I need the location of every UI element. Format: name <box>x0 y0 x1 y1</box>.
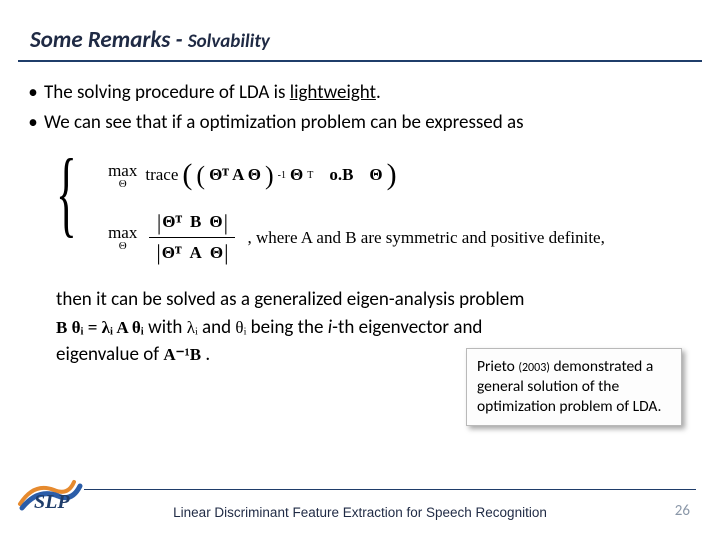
bullet-pre: The solving procedure of LDA is <box>44 81 290 104</box>
bullet-highlight: lightweight <box>290 81 376 104</box>
math-row-1: max Θ trace ( ( Θᵀ A Θ ) -1 Θ T o.B Θ ) <box>108 155 605 196</box>
title-rule <box>18 60 702 62</box>
content-area: • The solving procedure of LDA is lightw… <box>22 80 702 369</box>
num-r: Θ <box>209 211 222 234</box>
eigen-eq: B θᵢ = λᵢ A θᵢ <box>56 318 144 337</box>
row2-tail: , where A and B are symmetric and positi… <box>247 227 604 250</box>
bullet-post: . <box>376 81 381 104</box>
inv-exp: -1 <box>278 169 286 183</box>
numerator: Θᵀ B Θ <box>150 208 235 238</box>
num-m: B <box>190 211 201 234</box>
then-line-1: then it can be solved as a generalized e… <box>56 286 696 314</box>
denominator: Θᵀ A Θ <box>149 238 235 268</box>
sym-theta: θᵢ <box>235 318 246 337</box>
sym-lambda: λᵢ <box>187 318 198 337</box>
close-paren-inner: ) <box>265 158 274 193</box>
then-line-2: B θᵢ = λᵢ A θᵢ with λᵢ and θᵢ being the … <box>56 314 696 342</box>
title-main: Some Remarks - <box>30 26 188 54</box>
callout-cite: Prieto <box>477 357 518 376</box>
max-operator: max Θ <box>108 162 137 190</box>
den-l: Θᵀ <box>162 242 182 265</box>
slide-title: Some Remarks - Solvability <box>30 26 270 54</box>
bullet-dot: • <box>22 80 44 106</box>
txt-th: -th eigenvector and <box>332 316 482 339</box>
op-sub: Θ <box>119 179 127 190</box>
txt-eigval: eigenvalue of <box>56 343 163 366</box>
trace-label: trace <box>145 164 178 187</box>
op-sub: Θ <box>119 241 127 252</box>
transpose: T <box>307 169 313 183</box>
outer-theta: Θ <box>290 164 303 187</box>
bullet-pre: We can see that if a optimization proble… <box>44 111 524 134</box>
bullet-2: • We can see that if a optimization prob… <box>22 110 702 136</box>
bullet-1: • The solving procedure of LDA is lightw… <box>22 80 702 106</box>
bullet-text: The solving procedure of LDA is lightwei… <box>44 80 702 106</box>
outer-b: o.B <box>329 164 353 187</box>
den-r: Θ <box>210 242 223 265</box>
op-label: max <box>108 162 137 179</box>
open-paren: ( <box>182 155 192 196</box>
math-block: { max Θ trace ( ( Θᵀ A Θ ) -1 Θ T o.B Θ … <box>56 149 702 274</box>
footer-rule <box>84 489 696 491</box>
num-l: Θᵀ <box>162 211 182 234</box>
max-operator: max Θ <box>108 224 137 252</box>
brace-icon: { <box>56 145 77 270</box>
txt-dot: . <box>205 343 210 366</box>
inner-expr: Θᵀ A Θ <box>209 164 261 187</box>
fraction: Θᵀ B Θ Θᵀ A Θ <box>149 208 235 268</box>
math-row-2: max Θ Θᵀ B Θ Θᵀ A <box>108 208 605 268</box>
txt-being: being the <box>251 316 328 339</box>
footer-text: Linear Discriminant Feature Extraction f… <box>0 505 720 520</box>
bullet-dot: • <box>22 110 44 136</box>
txt-with: with <box>148 316 187 339</box>
math-rows: max Θ trace ( ( Θᵀ A Θ ) -1 Θ T o.B Θ ) <box>108 149 605 274</box>
outer-theta2: Θ <box>369 164 382 187</box>
txt-and: and <box>202 316 235 339</box>
open-paren-inner: ( <box>196 158 205 193</box>
callout-year: (2003) <box>518 361 550 375</box>
den-m: A <box>190 242 202 265</box>
close-paren: ) <box>387 155 397 196</box>
page-number: 26 <box>675 502 690 520</box>
bullet-text: We can see that if a optimization proble… <box>44 110 702 136</box>
title-sub: Solvability <box>188 30 270 53</box>
callout-box: Prieto (2003) demonstrated a general sol… <box>466 348 682 426</box>
op-label: max <box>108 224 137 241</box>
mat-ainvb: A⁻¹B <box>163 345 201 364</box>
